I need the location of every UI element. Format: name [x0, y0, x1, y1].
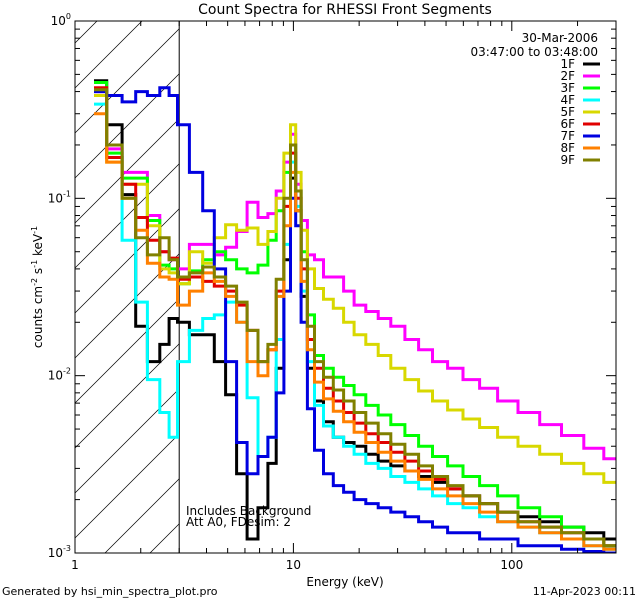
x-tick-label: 100 [500, 558, 523, 572]
chart-title: Count Spectra for RHESSI Front Segments [198, 2, 492, 18]
info-time-range: 03:47:00 to 03:48:00 [471, 45, 598, 59]
legend-label-2F: 2F [560, 69, 575, 83]
series-lines [94, 79, 616, 553]
legend-label-4F: 4F [560, 93, 575, 107]
y-tick-label: 100 [51, 12, 71, 28]
y-tick-label: 10-2 [48, 367, 71, 383]
note-line-1: Includes Background [186, 504, 311, 518]
series-7F [94, 86, 616, 553]
legend-label-9F: 9F [560, 153, 575, 167]
legend-label-7F: 7F [560, 129, 575, 143]
legend-label-1F: 1F [560, 57, 575, 71]
x-axis-label: Energy (keV) [306, 575, 383, 589]
hatch-line [75, 388, 180, 494]
info-date: 30-Mar-2006 [522, 31, 598, 45]
x-tick-label: 1 [71, 558, 79, 572]
footer-generated-by: Generated by hsi_min_spectra_plot.pro [2, 585, 218, 598]
hatch-line [75, 163, 180, 269]
footer-timestamp: 11-Apr-2023 00:11 [533, 585, 636, 598]
y-tick-label: 10-1 [48, 189, 71, 205]
hatch-line [75, 28, 180, 134]
legend-label-8F: 8F [560, 141, 575, 155]
y-axis-label: counts cm-2 s-1 keV-1 [30, 226, 45, 348]
hatch-line [75, 21, 143, 89]
plot-frame [74, 20, 617, 554]
axes: 1 10 100 10-3 10-2 10-1 100 [48, 12, 617, 572]
y-tick-label: 10-3 [48, 544, 71, 560]
note-line-2: Att A0, FDesim: 2 [186, 515, 291, 529]
legend-label-6F: 6F [560, 117, 575, 131]
legend-label-3F: 3F [560, 81, 575, 95]
legend-label-5F: 5F [560, 105, 575, 119]
series-9F [94, 88, 616, 548]
hatch-line [75, 433, 180, 539]
x-tick-label: 10 [286, 558, 301, 572]
